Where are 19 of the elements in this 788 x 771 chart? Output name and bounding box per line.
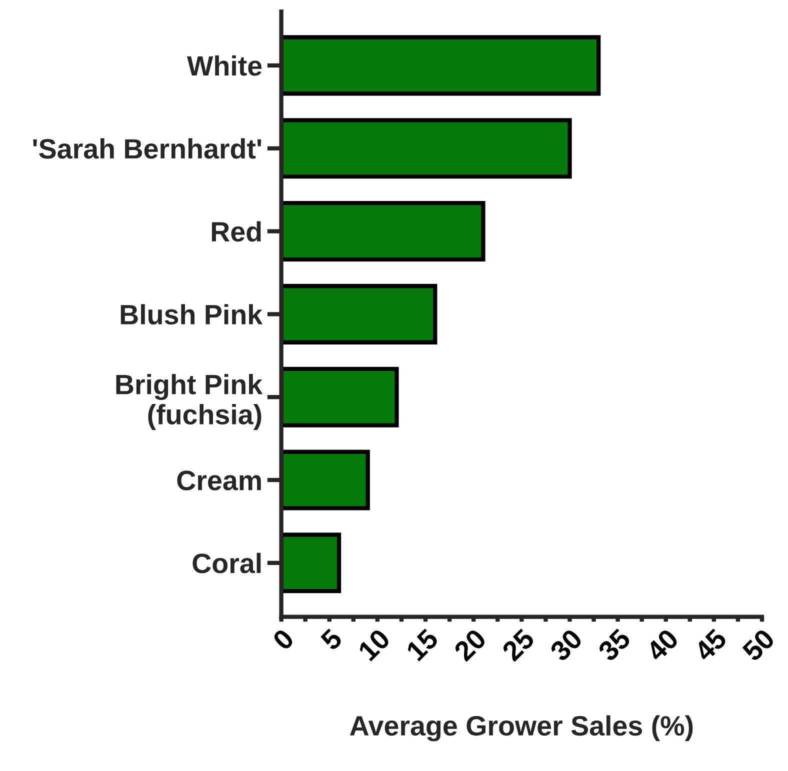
x-tick-label: 40 [644, 628, 680, 662]
x-tick-label: 20 [452, 628, 488, 662]
y-tick-label: Blush Pink [120, 304, 263, 325]
x-tick-label: 50 [741, 628, 776, 662]
x-axis-title: Average Grower Sales (%) [350, 715, 693, 742]
x-tick-label: 15 [406, 628, 440, 662]
y-tick-label: White [186, 55, 262, 76]
y-tick-label: Cream [177, 470, 261, 490]
x-tick-label: 10 [357, 628, 392, 662]
y-tick-label: Coral [192, 552, 261, 574]
x-tick-label: 30 [548, 628, 584, 662]
x-tick-label: 25 [501, 628, 536, 662]
y-tick-label: 'Sarah Bernhardt' [33, 138, 262, 159]
x-tick-label: 0 [272, 628, 295, 652]
x-tick-label: 35 [596, 628, 632, 662]
y-tick-label: Red [212, 221, 261, 242]
x-tick-label: 5 [320, 628, 344, 652]
y-tick-label: Bright Pink (fuchsia) [116, 374, 263, 430]
x-tick-label: 45 [693, 628, 728, 662]
